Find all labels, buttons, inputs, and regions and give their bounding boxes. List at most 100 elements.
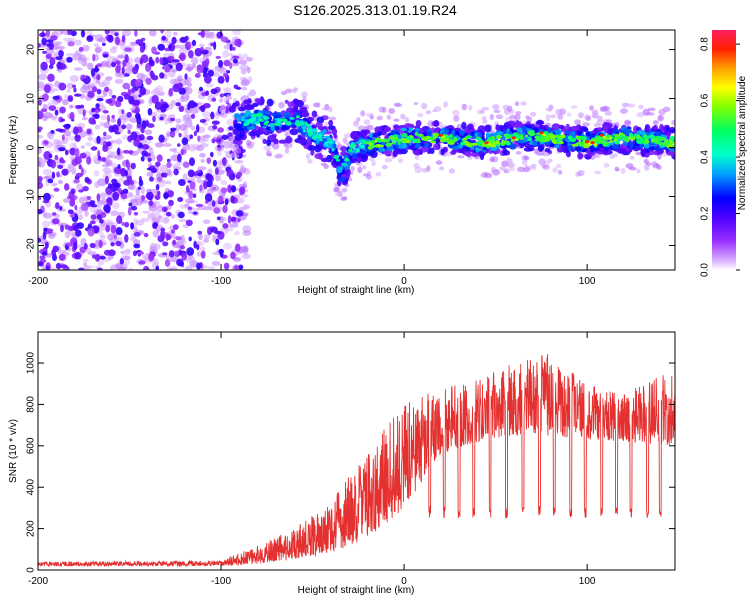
spectrogram-blob bbox=[537, 144, 544, 152]
spectrogram-blob bbox=[397, 158, 404, 164]
spectrogram-blob bbox=[211, 120, 220, 125]
spectrogram-blob bbox=[570, 130, 576, 135]
spectrogram-blob bbox=[294, 100, 302, 105]
spectrogram-blob bbox=[238, 264, 244, 270]
spectrogram-blob bbox=[217, 127, 225, 133]
spectrogram-blob bbox=[637, 140, 643, 145]
spectrogram-blob bbox=[148, 30, 157, 37]
spectrogram-blob bbox=[374, 143, 382, 148]
spectrogram-blob bbox=[113, 166, 122, 175]
spectrogram-blob bbox=[66, 242, 75, 247]
spectrogram-blob bbox=[375, 172, 382, 177]
spectrogram-blob bbox=[159, 116, 164, 121]
spectrogram-blob bbox=[241, 86, 248, 91]
spectrogram-blob bbox=[168, 199, 174, 207]
spectrogram-blob bbox=[393, 118, 400, 122]
spectrogram-blob bbox=[468, 105, 473, 111]
spectrogram-blob bbox=[565, 123, 570, 130]
spectrogram-blob bbox=[453, 115, 460, 122]
spectrogram-blob bbox=[591, 113, 599, 119]
spectrogram-blob bbox=[50, 35, 58, 41]
spectrogram-blob bbox=[121, 221, 125, 226]
spectrogram-blob bbox=[171, 59, 180, 63]
spectrogram-blob bbox=[242, 53, 249, 60]
spectrogram-blob bbox=[48, 105, 57, 111]
spectrogram-blob bbox=[171, 163, 181, 167]
spectrogram-blob bbox=[146, 123, 155, 128]
spectrogram-blob bbox=[374, 139, 378, 143]
spectrogram-blob bbox=[215, 55, 221, 59]
spectrogram-blob bbox=[249, 116, 257, 122]
spectrogram-blob bbox=[571, 126, 579, 131]
spectrogram-blob bbox=[385, 138, 391, 143]
spectrogram-blob bbox=[312, 128, 318, 132]
spectrogram-blob bbox=[73, 241, 78, 251]
spectrogram-blob bbox=[82, 44, 90, 52]
spectrogram-blob bbox=[110, 210, 119, 217]
spectrogram-blob bbox=[140, 54, 149, 63]
spectrogram-blob bbox=[50, 130, 55, 134]
spectrogram-blob bbox=[105, 98, 113, 104]
spectrogram-blob bbox=[438, 133, 443, 137]
spectrogram-blob bbox=[112, 191, 120, 201]
spectrogram-blob bbox=[113, 182, 121, 189]
spectrogram-blob bbox=[78, 164, 82, 170]
spectrogram-blob bbox=[58, 50, 64, 58]
spectrogram-blob bbox=[535, 120, 545, 126]
spectrogram-blob bbox=[355, 141, 360, 145]
spectrogram-blob bbox=[609, 154, 615, 159]
spectrogram-blob bbox=[187, 169, 195, 178]
spectrogram-blob bbox=[190, 107, 198, 115]
spectrogram-blob bbox=[45, 53, 52, 59]
spectrogram-blob bbox=[120, 193, 128, 200]
spectrogram-blob bbox=[429, 140, 437, 144]
spectrogram-blob bbox=[52, 95, 60, 100]
spectrogram-blob bbox=[151, 46, 157, 55]
spectrogram-blob bbox=[200, 46, 204, 52]
spectrogram-blob bbox=[93, 43, 100, 47]
spectrogram-blob bbox=[665, 125, 670, 133]
spectrogram-blob bbox=[54, 156, 59, 160]
colorbar-gradient bbox=[712, 30, 736, 270]
spectrogram-blob bbox=[377, 146, 384, 153]
spectrogram-blob bbox=[217, 151, 222, 156]
spectrogram-blob bbox=[239, 64, 250, 71]
spectrogram-blob bbox=[386, 145, 394, 152]
spectrogram-blob bbox=[111, 178, 118, 185]
spectrogram-blob bbox=[41, 37, 47, 46]
spectrogram-blob bbox=[199, 119, 207, 123]
spectrogram-blob bbox=[220, 143, 226, 149]
spectrogram-blob bbox=[653, 124, 658, 131]
spectrogram-blob bbox=[66, 56, 73, 63]
spectrogram-blob bbox=[499, 166, 507, 171]
spectrogram-blob bbox=[127, 206, 132, 216]
spectrogram-blob bbox=[67, 209, 74, 214]
spectrogram-blob bbox=[130, 88, 136, 94]
snr-y-tick-label: 0 bbox=[26, 567, 37, 573]
spectrogram-blob bbox=[100, 192, 107, 199]
spectrogram-blob bbox=[41, 251, 48, 256]
spectrogram-blob bbox=[453, 137, 458, 142]
spectrogram-blob bbox=[286, 122, 290, 126]
spectrogram-blob bbox=[178, 133, 182, 138]
spectrogram-blob bbox=[78, 59, 85, 64]
spectrogram-blob bbox=[218, 195, 224, 204]
spectrogram-blob bbox=[79, 152, 87, 159]
spectrogram-blob bbox=[242, 115, 246, 120]
spectrogram-blob bbox=[243, 122, 250, 126]
spectrogram-blob bbox=[582, 122, 591, 127]
spectrogram-blob bbox=[158, 134, 165, 143]
spectrogram-blob bbox=[117, 118, 122, 127]
spectrogram-blob bbox=[575, 142, 579, 147]
spectrogram-blob bbox=[86, 156, 92, 165]
spectrogram-blob bbox=[291, 121, 296, 126]
spectrogram-blob bbox=[621, 102, 630, 108]
spectrogram-blob bbox=[226, 169, 234, 174]
spectrogram-blob bbox=[458, 143, 463, 149]
spectrogram-blob bbox=[413, 162, 420, 169]
spectrogram-blob bbox=[43, 140, 49, 145]
spectrogram-blob bbox=[111, 61, 116, 68]
spectrogram-blob bbox=[457, 129, 465, 135]
spectrogram-blob bbox=[212, 159, 217, 167]
